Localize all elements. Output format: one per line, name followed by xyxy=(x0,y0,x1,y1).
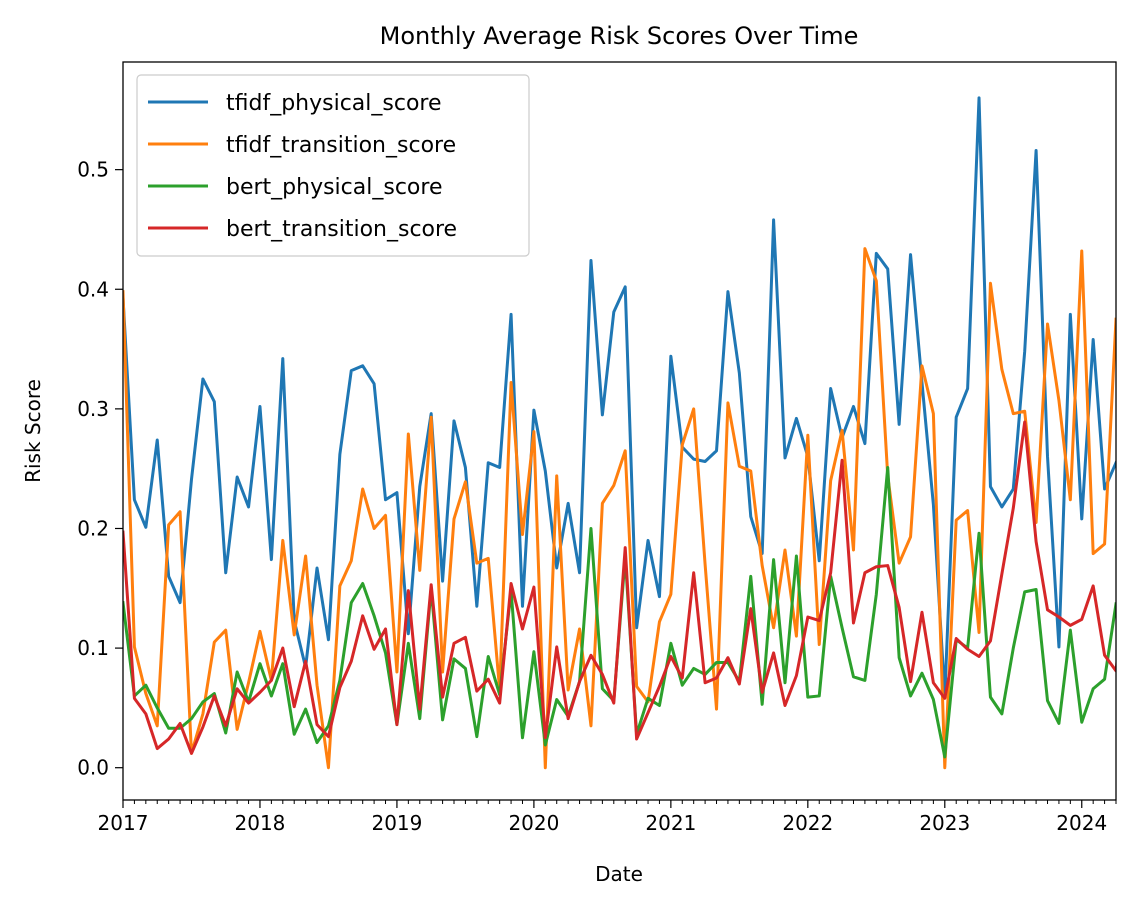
y-tick-label: 0.1 xyxy=(77,636,109,660)
series-line-tfidf-physical-score xyxy=(123,96,1116,698)
x-tick-label: 2022 xyxy=(782,811,833,835)
x-tick-label: 2020 xyxy=(508,811,559,835)
x-tick-label: 2021 xyxy=(645,811,696,835)
series-line-bert-transition-score xyxy=(123,420,1116,755)
legend-label-bert-transition-score: bert_transition_score xyxy=(226,217,457,242)
y-tick-label: 0.4 xyxy=(77,277,109,301)
legend: tfidf_physical_score tfidf_transition_sco… xyxy=(136,74,530,257)
plot-frame xyxy=(122,61,1117,801)
chart-title: Monthly Average Risk Scores Over Time xyxy=(380,22,859,50)
legend-label-tfidf-physical-score: tfidf_physical_score xyxy=(226,91,442,116)
y-tick-label: 0.0 xyxy=(77,756,109,780)
x-axis-label: Date xyxy=(595,862,643,886)
x-tick-label: 2019 xyxy=(371,811,422,835)
x-tick-label: 2024 xyxy=(1056,811,1107,835)
series-layer xyxy=(123,96,1116,770)
x-tick-label: 2018 xyxy=(235,811,286,835)
x-tick-label: 2023 xyxy=(919,811,970,835)
y-axis-label: Risk Score xyxy=(21,379,45,483)
x-tick-label: 2017 xyxy=(98,811,149,835)
y-tick-label: 0.5 xyxy=(77,158,109,182)
y-tick-label: 0.3 xyxy=(77,397,109,421)
legend-label-bert-physical-score: bert_physical_score xyxy=(226,175,442,200)
legend-box xyxy=(136,74,530,257)
y-axis: 0.0 0.1 0.2 0.3 0.4 0.5 xyxy=(77,158,123,780)
x-axis: 2017 2018 2019 2020 2021 2022 2023 2024 xyxy=(98,800,1117,835)
legend-label-tfidf-transition-score: tfidf_transition_score xyxy=(226,133,456,158)
series-line-tfidf-transition-score xyxy=(123,247,1116,770)
y-tick-label: 0.2 xyxy=(77,516,109,540)
